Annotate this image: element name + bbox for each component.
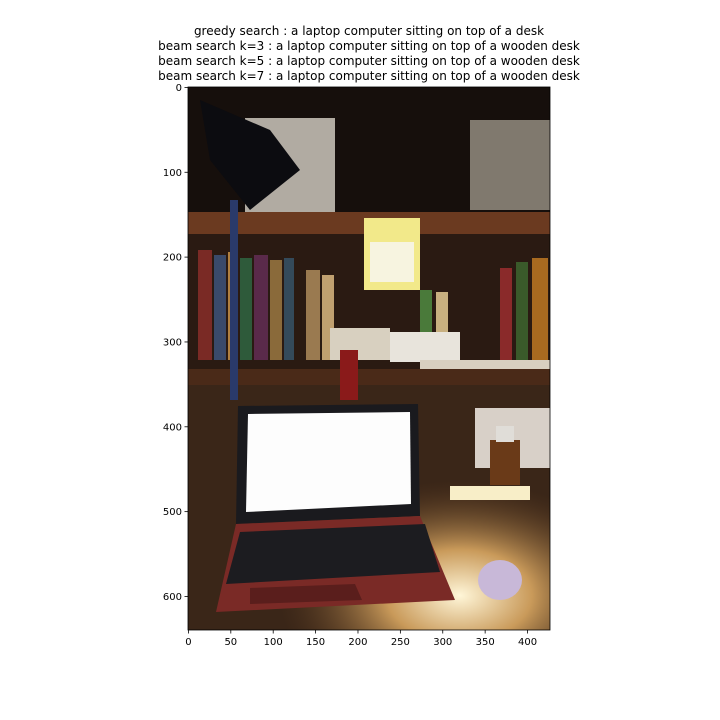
y-tick-label: 0 [176, 83, 182, 94]
x-tick-label: 250 [391, 637, 410, 648]
x-tick-label: 100 [264, 637, 283, 648]
x-tick-label: 0 [185, 637, 191, 648]
y-tick-label: 200 [163, 253, 182, 264]
x-tick-label: 50 [224, 637, 237, 648]
y-tick-label: 400 [163, 422, 182, 433]
x-tick-label: 200 [348, 637, 367, 648]
y-tick-label: 300 [163, 337, 182, 348]
title-line: beam search k=3 : a laptop computer sitt… [158, 39, 580, 53]
axes-frame [187, 86, 551, 631]
y-tick-label: 600 [163, 592, 182, 603]
y-tick-label: 500 [163, 507, 182, 518]
title-line: beam search k=5 : a laptop computer sitt… [158, 54, 580, 68]
photo [188, 87, 550, 630]
x-tick-label: 350 [476, 637, 495, 648]
x-tick-label: 150 [306, 637, 325, 648]
x-tick-label: 300 [433, 637, 452, 648]
x-tick-label: 400 [518, 637, 537, 648]
title-line: beam search k=7 : a laptop computer sitt… [158, 69, 580, 83]
title-line: greedy search : a laptop computer sittin… [194, 24, 544, 38]
y-tick-label: 100 [163, 168, 182, 179]
